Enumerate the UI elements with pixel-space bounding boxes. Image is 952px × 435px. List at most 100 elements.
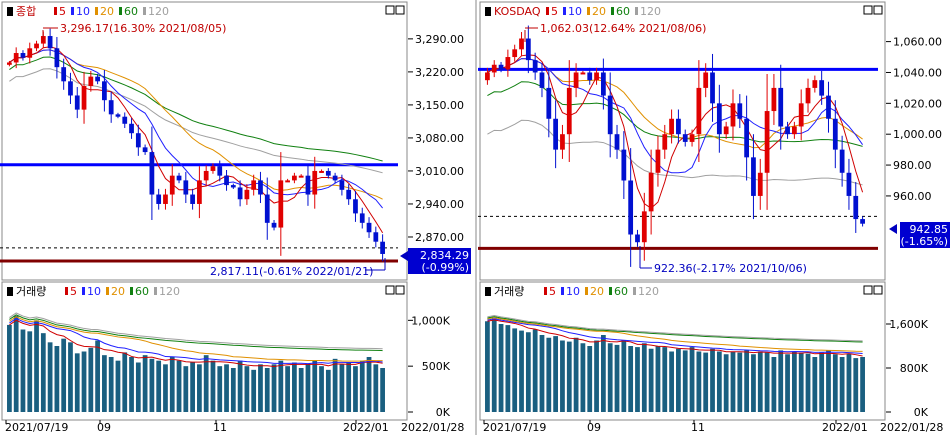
volume-ma20-line xyxy=(487,317,863,352)
volume-bar xyxy=(676,348,681,412)
candle-body xyxy=(217,166,223,176)
right-current-value: 942.85 xyxy=(910,223,949,236)
volume-bar xyxy=(298,368,304,412)
volume-bar xyxy=(142,355,148,412)
date-label: 2021/07/19 xyxy=(483,421,546,434)
ma-label: 10 xyxy=(76,5,90,18)
price-tick-label: 3,290.00 xyxy=(415,33,464,46)
ma-swatch xyxy=(54,7,57,15)
ma-swatch xyxy=(635,7,638,15)
volume-bar xyxy=(95,340,100,412)
volume-bar xyxy=(744,350,750,412)
panel-menu-icon[interactable] xyxy=(7,287,13,296)
candle-body xyxy=(102,81,107,101)
ma-swatch xyxy=(561,287,564,295)
left-price-axis: 3,290.00 3,220.00 3,150.00 3,080.00 3,010.00… xyxy=(408,33,464,244)
volume-bar xyxy=(566,341,572,412)
volume-bar xyxy=(156,360,162,412)
volume-bar xyxy=(373,364,379,412)
right-ma-legend: 5 10 20 60 120 xyxy=(546,5,661,18)
maximize-icon[interactable] xyxy=(385,5,395,15)
ma-swatch xyxy=(633,287,636,295)
close-icon[interactable] xyxy=(873,5,883,15)
left-date-axis: 2021/07/19 09 11 2022/01 2022/01/28 xyxy=(5,421,464,434)
candle-body xyxy=(20,53,26,58)
candle-body xyxy=(607,95,613,135)
candle-body xyxy=(339,180,345,190)
left-volume-title: 거래량 xyxy=(16,285,46,298)
volume-bar xyxy=(169,357,175,412)
volume-bar xyxy=(655,346,661,412)
volume-bar xyxy=(176,360,182,412)
volume-bar xyxy=(230,368,236,412)
candle-body xyxy=(298,175,304,178)
candle-body xyxy=(519,38,524,50)
volume-bar xyxy=(115,360,121,412)
volume-bar xyxy=(546,337,552,412)
volume-bar xyxy=(278,360,284,412)
candle-body xyxy=(723,126,729,135)
volume-bar xyxy=(149,358,155,412)
volume-bar xyxy=(648,348,654,412)
candle-body xyxy=(512,49,518,58)
left-current-value: 2,834.29 xyxy=(420,249,469,262)
candle-body xyxy=(115,114,121,117)
candle-body xyxy=(682,134,688,142)
volume-bar xyxy=(135,362,141,412)
volume-bar xyxy=(339,364,345,412)
volume-bar xyxy=(346,362,352,412)
candle-body xyxy=(485,72,490,81)
panel-menu-icon[interactable] xyxy=(485,7,491,16)
maximize-icon[interactable] xyxy=(863,285,873,295)
candle-body xyxy=(546,87,552,119)
volume-bar xyxy=(710,348,715,412)
candle-body xyxy=(149,152,155,195)
volume-bar xyxy=(68,342,73,412)
ma-label: 20 xyxy=(111,285,125,298)
maximize-icon[interactable] xyxy=(863,5,873,15)
volume-bar xyxy=(730,351,736,412)
close-icon[interactable] xyxy=(395,285,405,295)
volume-bar xyxy=(285,366,290,412)
volume-bar xyxy=(34,320,39,412)
price-tick-label: 1,060.00 xyxy=(893,36,942,49)
candle-body xyxy=(641,211,647,243)
candle-body xyxy=(716,103,722,135)
volume-bar xyxy=(47,342,53,412)
volume-bar xyxy=(689,347,695,412)
candle-body xyxy=(580,72,586,75)
volume-bar xyxy=(54,346,60,412)
ma-swatch xyxy=(95,7,98,15)
candle-body xyxy=(600,72,606,96)
ma5-line xyxy=(9,46,384,234)
volume-bar xyxy=(703,352,709,412)
candle-body xyxy=(122,116,128,124)
panel-menu-icon[interactable] xyxy=(485,287,491,296)
volume-bar xyxy=(757,351,763,412)
left-high-label: 3,296.17(16.30% 2021/08/05) xyxy=(60,22,226,35)
maximize-icon[interactable] xyxy=(385,285,395,295)
candle-body xyxy=(819,80,825,96)
volume-tick-label: 0K xyxy=(914,406,929,419)
candle-body xyxy=(373,232,379,242)
candle-body xyxy=(573,72,579,88)
close-icon[interactable] xyxy=(873,285,883,295)
volume-bar xyxy=(258,364,263,412)
volume-bar xyxy=(614,344,620,412)
close-icon[interactable] xyxy=(395,5,405,15)
candle-body xyxy=(491,64,497,73)
volume-bar xyxy=(491,318,497,412)
candle-body xyxy=(346,189,352,200)
date-label: 2022/01 xyxy=(343,421,389,434)
panel-menu-icon[interactable] xyxy=(7,7,13,16)
volume-tick-label: 800K xyxy=(900,362,929,375)
volume-bar xyxy=(560,340,565,412)
ma-label: 60 xyxy=(616,5,630,18)
candle-body xyxy=(655,149,661,173)
candle-body xyxy=(648,172,654,212)
left-volume-legend: 5 10 20 60 120 xyxy=(65,285,180,298)
candle-body xyxy=(210,166,216,171)
volume-bar xyxy=(332,358,338,412)
candle-body xyxy=(353,199,358,214)
candle-body xyxy=(757,172,763,196)
